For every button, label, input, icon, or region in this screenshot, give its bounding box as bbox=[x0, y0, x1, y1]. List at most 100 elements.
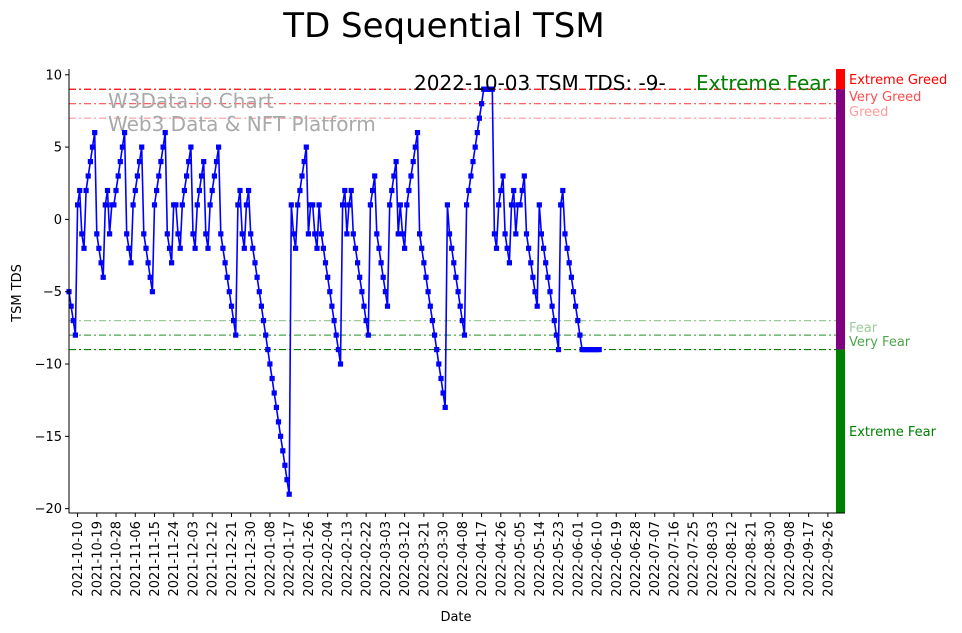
data-point-65 bbox=[205, 245, 211, 251]
data-point-77 bbox=[231, 318, 237, 324]
data-point-35 bbox=[141, 231, 147, 237]
data-point-238 bbox=[575, 318, 581, 324]
data-point-30 bbox=[130, 202, 136, 208]
data-point-182 bbox=[455, 289, 461, 295]
data-point-107 bbox=[295, 202, 301, 208]
data-point-137 bbox=[359, 289, 365, 295]
watermark-line-2: Web3 Data & NFT Platform bbox=[108, 112, 376, 136]
data-point-100 bbox=[280, 448, 286, 454]
reference-label-4: Very Fear bbox=[849, 335, 911, 350]
reference-label-2: Greed bbox=[849, 105, 888, 120]
data-point-38 bbox=[147, 274, 153, 280]
data-point-155 bbox=[397, 202, 403, 208]
data-point-192 bbox=[476, 115, 482, 121]
data-point-154 bbox=[395, 231, 401, 237]
data-point-207 bbox=[508, 202, 515, 208]
x-tick-label-21: 2022-04-17 bbox=[475, 521, 490, 597]
x-tick-label-5: 2021-11-24 bbox=[167, 521, 182, 597]
reference-label-3: Fear bbox=[849, 321, 878, 336]
data-point-211 bbox=[517, 202, 523, 208]
data-point-94 bbox=[267, 361, 273, 367]
data-point-64 bbox=[203, 231, 209, 237]
data-point-7 bbox=[81, 245, 87, 251]
data-point-190 bbox=[472, 144, 478, 150]
x-tick-label-13: 2022-02-04 bbox=[321, 521, 336, 597]
x-tick-label-9: 2021-12-30 bbox=[244, 521, 259, 597]
data-point-48 bbox=[169, 260, 175, 266]
data-point-15 bbox=[98, 260, 104, 266]
data-point-191 bbox=[474, 130, 480, 136]
x-axis-label: Date bbox=[440, 610, 471, 625]
y-tick-label-4: 0 bbox=[54, 213, 62, 228]
data-point-167 bbox=[423, 274, 429, 280]
data-point-209 bbox=[513, 231, 519, 237]
x-tick-label-32: 2022-07-25 bbox=[687, 521, 702, 597]
data-point-41 bbox=[154, 187, 160, 194]
data-point-39 bbox=[149, 289, 155, 295]
data-point-163 bbox=[414, 130, 421, 136]
data-point-130 bbox=[344, 231, 350, 237]
data-point-46 bbox=[164, 231, 170, 237]
data-point-222 bbox=[541, 245, 547, 251]
data-point-201 bbox=[496, 202, 502, 208]
data-point-17 bbox=[102, 202, 108, 208]
data-point-90 bbox=[258, 303, 264, 309]
sentiment-bar bbox=[836, 69, 845, 513]
data-point-1 bbox=[68, 303, 74, 309]
data-point-82 bbox=[241, 245, 247, 251]
data-point-81 bbox=[239, 231, 245, 237]
data-point-229 bbox=[555, 347, 562, 353]
x-tick-label-27: 2022-06-10 bbox=[591, 521, 606, 597]
data-point-97 bbox=[273, 404, 279, 410]
x-ticks: 2021-10-10 2021-10-19 2021-10-28 2021-11-06… bbox=[71, 513, 836, 597]
data-point-193 bbox=[479, 101, 485, 107]
data-point-180 bbox=[451, 260, 457, 266]
data-point-118 bbox=[318, 231, 324, 237]
data-point-160 bbox=[408, 173, 414, 179]
data-point-43 bbox=[158, 159, 164, 165]
data-point-218 bbox=[532, 289, 538, 295]
data-point-28 bbox=[126, 245, 132, 251]
data-point-23 bbox=[115, 173, 121, 179]
data-point-109 bbox=[299, 173, 305, 179]
data-point-11 bbox=[89, 144, 96, 150]
data-point-29 bbox=[128, 260, 134, 266]
data-point-10 bbox=[87, 159, 93, 165]
data-point-234 bbox=[566, 260, 572, 266]
annotation-date-text: 2022-10-03 TSM TDS: -9- bbox=[414, 71, 666, 95]
x-tick-label-35: 2022-08-21 bbox=[744, 521, 759, 597]
x-tick-label-20: 2022-04-08 bbox=[456, 521, 471, 597]
y-tick-label-2: −10 bbox=[35, 358, 62, 373]
data-point-114 bbox=[310, 202, 316, 208]
x-tick-label-19: 2022-03-30 bbox=[437, 521, 452, 597]
data-point-60 bbox=[194, 202, 200, 208]
data-point-199 bbox=[491, 231, 497, 237]
data-point-83 bbox=[243, 202, 249, 208]
data-point-45 bbox=[162, 130, 168, 136]
data-point-116 bbox=[314, 245, 320, 251]
data-point-34 bbox=[139, 144, 145, 150]
data-point-148 bbox=[382, 289, 388, 295]
watermark-group: W3Data.io Chart Web3 Data & NFT Platform bbox=[108, 89, 376, 136]
data-point-206 bbox=[506, 260, 512, 266]
data-point-95 bbox=[269, 375, 275, 382]
series-points-group bbox=[66, 86, 602, 497]
data-point-71 bbox=[218, 231, 224, 237]
data-point-248 bbox=[596, 347, 602, 353]
data-point-181 bbox=[453, 274, 459, 280]
data-point-70 bbox=[216, 144, 222, 150]
data-point-215 bbox=[526, 245, 532, 251]
data-point-57 bbox=[188, 144, 194, 150]
x-tick-label-16: 2022-03-03 bbox=[379, 521, 394, 597]
data-point-32 bbox=[134, 173, 140, 179]
data-point-219 bbox=[534, 303, 540, 309]
y-tick-label-0: −20 bbox=[35, 502, 62, 517]
data-point-52 bbox=[177, 245, 183, 251]
data-point-179 bbox=[449, 245, 455, 251]
data-point-66 bbox=[207, 202, 213, 208]
x-tick-label-1: 2021-10-19 bbox=[90, 521, 105, 597]
data-point-175 bbox=[440, 390, 446, 396]
data-point-186 bbox=[464, 202, 470, 208]
data-point-91 bbox=[260, 318, 267, 324]
data-point-168 bbox=[425, 289, 431, 295]
